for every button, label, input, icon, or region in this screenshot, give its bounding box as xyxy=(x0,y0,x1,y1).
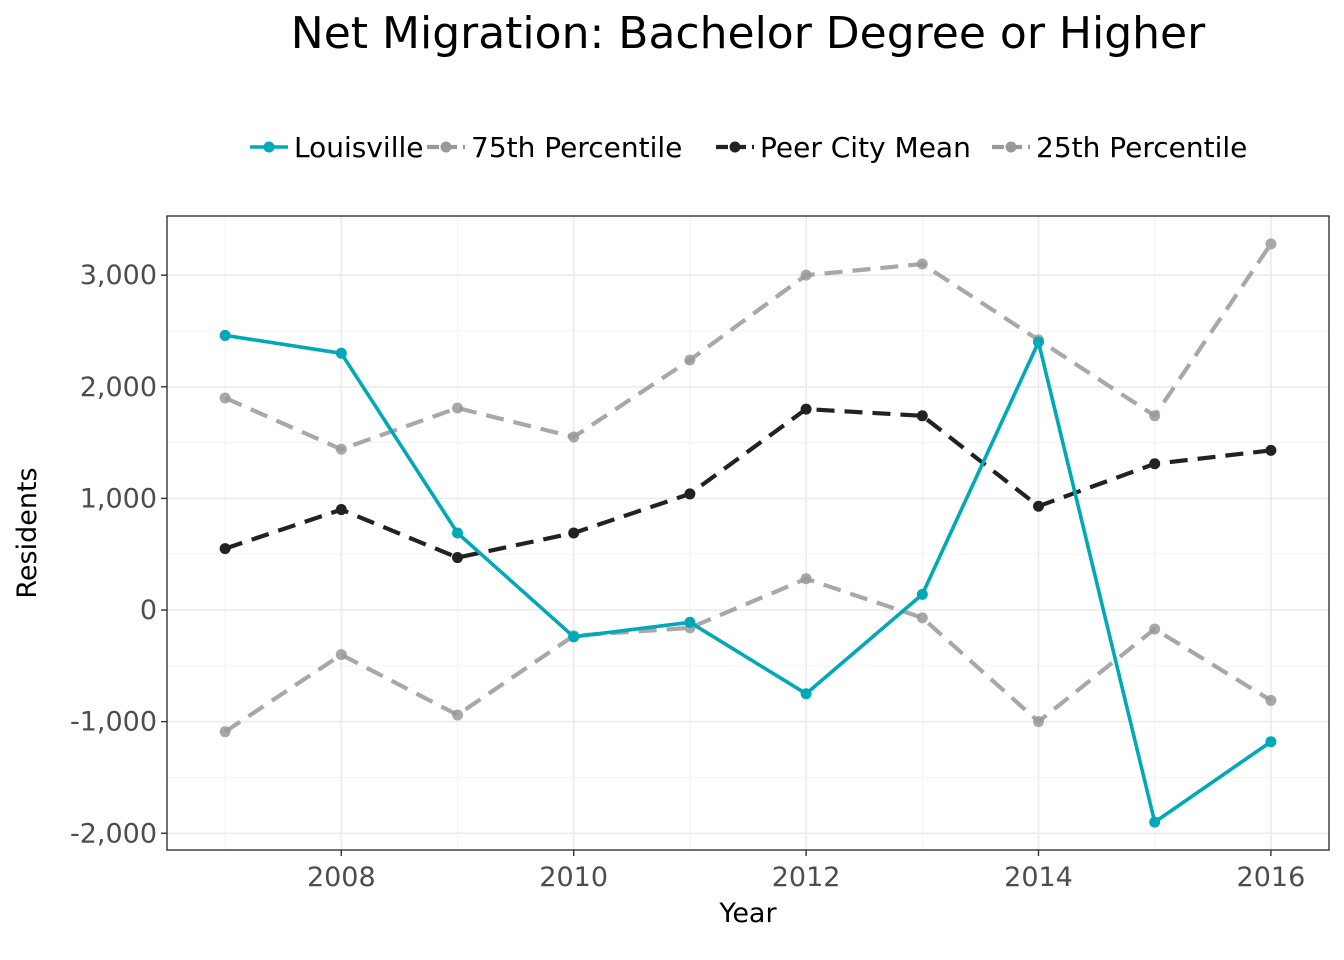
data-point xyxy=(1033,500,1044,512)
data-point xyxy=(1149,410,1161,422)
series-25th-percentile xyxy=(219,573,1277,738)
series-louisville xyxy=(219,329,1277,828)
data-point xyxy=(452,402,463,414)
series-line-25th-percentile xyxy=(223,576,1272,734)
data-point xyxy=(335,347,347,359)
data-point xyxy=(916,588,928,600)
series-line-louisville xyxy=(224,333,1272,824)
legend-key-point xyxy=(1005,141,1017,153)
x-tick-label: 2014 xyxy=(1004,862,1073,893)
y-axis-ticks: -2,000 -1,000 0 1,000 2,000 3,000 xyxy=(70,260,167,849)
data-point xyxy=(452,709,463,721)
data-point xyxy=(1265,694,1277,706)
y-tick-label: 0 xyxy=(140,595,157,626)
data-point xyxy=(568,631,580,643)
data-point xyxy=(916,258,928,270)
y-tick-label: 3,000 xyxy=(80,260,157,291)
x-axis-ticks: 2008 2010 2012 2014 2016 xyxy=(307,850,1305,893)
data-point xyxy=(916,612,928,624)
x-axis-title: Year xyxy=(718,898,777,929)
data-point xyxy=(684,488,696,500)
data-point xyxy=(1149,458,1161,470)
series-line-peer-city-mean xyxy=(224,407,1272,560)
y-tick-label: 1,000 xyxy=(80,483,157,514)
legend: Louisville 75th Percentile Peer City Mean 2… xyxy=(250,131,1247,164)
data-point xyxy=(916,410,928,422)
y-tick-label: -2,000 xyxy=(70,818,157,849)
data-point xyxy=(1265,444,1277,456)
series-layer xyxy=(219,238,1277,828)
legend-key-point xyxy=(729,141,741,153)
x-tick-label: 2012 xyxy=(772,862,841,893)
x-tick-label: 2010 xyxy=(539,862,608,893)
y-axis-title: Residents xyxy=(12,467,43,598)
legend-label: Peer City Mean xyxy=(760,131,971,164)
data-point xyxy=(335,443,347,455)
data-point xyxy=(335,504,347,516)
grid xyxy=(167,216,1329,850)
series-peer-city-mean xyxy=(219,403,1277,564)
legend-item-peer-city-mean: Peer City Mean xyxy=(716,131,971,164)
data-point xyxy=(1033,336,1044,348)
data-point xyxy=(800,573,812,585)
data-point xyxy=(568,431,580,443)
data-point xyxy=(452,552,463,564)
data-point xyxy=(684,354,696,366)
data-point xyxy=(1149,623,1161,635)
chart-title: Net Migration: Bachelor Degree or Higher xyxy=(291,8,1206,59)
y-tick-label: 2,000 xyxy=(80,372,157,403)
data-point xyxy=(1033,716,1044,728)
legend-key-point xyxy=(440,141,452,153)
x-tick-label: 2008 xyxy=(307,862,376,893)
legend-label: 75th Percentile xyxy=(471,131,682,164)
legend-item-75th-percentile: 75th Percentile xyxy=(427,131,682,164)
series-75th-percentile xyxy=(219,238,1277,455)
data-point xyxy=(219,543,231,555)
legend-key-point xyxy=(263,141,275,153)
data-point xyxy=(800,269,812,281)
data-point xyxy=(335,649,347,661)
data-point xyxy=(800,403,812,415)
legend-item-louisville: Louisville xyxy=(250,131,424,164)
legend-item-25th-percentile: 25th Percentile xyxy=(992,131,1247,164)
data-point xyxy=(568,527,580,539)
x-tick-label: 2016 xyxy=(1237,862,1306,893)
legend-label: Louisville xyxy=(294,131,424,164)
data-point xyxy=(452,527,463,539)
legend-label: 25th Percentile xyxy=(1036,131,1247,164)
data-point xyxy=(219,329,231,341)
data-point xyxy=(1265,238,1277,250)
data-point xyxy=(684,616,696,628)
plot-panel-border xyxy=(166,215,1330,851)
data-point xyxy=(219,726,231,738)
data-point xyxy=(1149,816,1161,828)
y-tick-label: -1,000 xyxy=(70,707,157,738)
data-point xyxy=(800,688,812,700)
data-point xyxy=(219,392,231,404)
data-point xyxy=(1265,736,1277,748)
